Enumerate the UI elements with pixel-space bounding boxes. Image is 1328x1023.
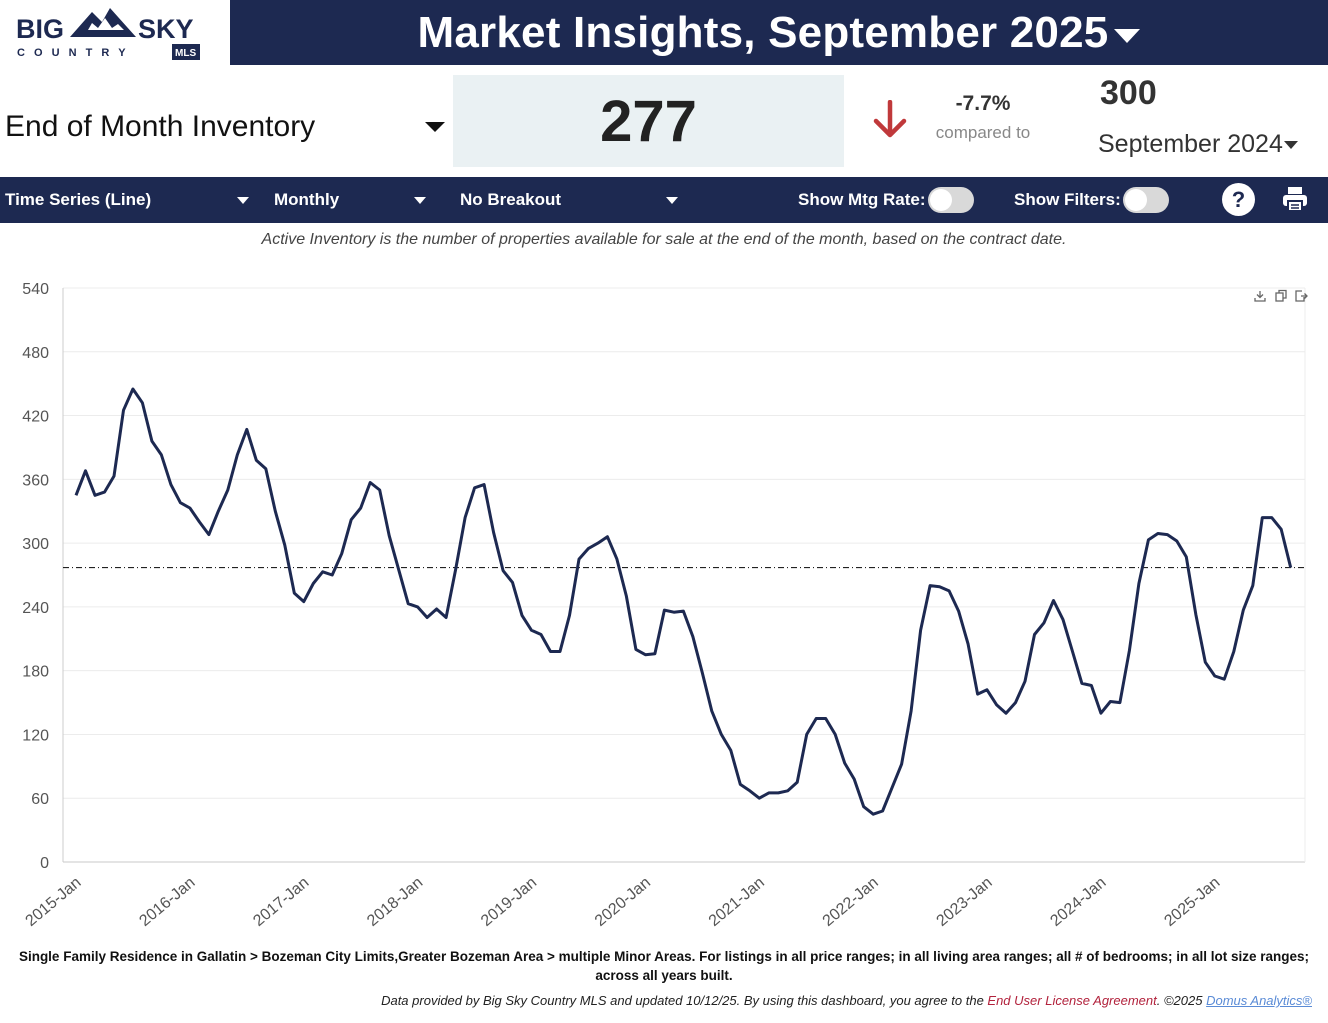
y-tick-label: 120 — [22, 727, 49, 744]
logo-big-text: BIG — [16, 14, 64, 44]
metric-dropdown[interactable]: End of Month Inventory — [5, 106, 445, 148]
percent-change: -7.7% — [955, 92, 1011, 115]
down-arrow-icon — [873, 100, 907, 138]
brand-logo: BIG SKY C O U N T R Y MLS — [0, 0, 230, 65]
export-icon[interactable] — [1295, 290, 1308, 302]
frequency-caret-icon[interactable] — [414, 197, 426, 204]
inventory-series-line — [74, 387, 1293, 816]
mtg-rate-toggle[interactable] — [928, 187, 974, 213]
logo-mls-badge: MLS — [175, 48, 196, 59]
footer-text: Data provided by Big Sky Country MLS and… — [381, 993, 988, 1008]
x-tick-label: 2021-Jan — [706, 874, 768, 930]
help-button[interactable]: ? — [1222, 183, 1255, 216]
show-mtg-rate-label: Show Mtg Rate: — [798, 190, 926, 209]
y-tick-label: 240 — [22, 600, 49, 617]
breakout-label: No Breakout — [460, 190, 562, 209]
breakout-dropdown[interactable]: No Breakout — [460, 177, 685, 223]
frequency-label: Monthly — [274, 190, 340, 209]
compared-to-label: compared to — [935, 123, 1031, 142]
chart-type-label: Time Series (Line) — [5, 190, 152, 209]
y-tick-label: 180 — [22, 664, 49, 681]
footer: Data provided by Big Sky Country MLS and… — [0, 993, 1312, 1008]
x-tick-label: 2022-Jan — [820, 874, 882, 930]
show-filters-label: Show Filters: — [1014, 190, 1121, 209]
eula-link[interactable]: End User License Agreement — [987, 993, 1157, 1008]
y-tick-label: 360 — [22, 472, 49, 489]
chart-tools — [1254, 289, 1308, 302]
x-tick-label: 2024-Jan — [1047, 874, 1109, 930]
x-tick-label: 2025-Jan — [1161, 874, 1223, 930]
chart-toolbar: Time Series (Line) Monthly No Breakout S… — [0, 177, 1328, 223]
print-icon[interactable] — [1281, 185, 1309, 213]
filter-summary: Single Family Residence in Gallatin > Bo… — [18, 949, 1310, 983]
page-title: Market Insights, September 2025 — [417, 7, 1109, 57]
prior-period-caret-icon[interactable] — [1284, 141, 1298, 149]
chart-gridlines — [62, 287, 1306, 863]
y-tick-label: 480 — [22, 345, 49, 362]
domus-analytics-link[interactable]: Domus Analytics® — [1206, 993, 1312, 1008]
y-tick-label: 60 — [31, 791, 49, 808]
breakout-caret-icon[interactable] — [666, 197, 678, 204]
metric-description: Active Inventory is the number of proper… — [261, 231, 1067, 248]
download-icon[interactable] — [1254, 291, 1266, 302]
x-tick-label: 2015-Jan — [23, 874, 85, 930]
copy-icon[interactable] — [1275, 289, 1287, 302]
y-tick-label: 420 — [22, 409, 49, 426]
title-dropdown-caret-icon[interactable] — [1114, 28, 1141, 43]
y-tick-label: 300 — [22, 536, 49, 553]
x-tick-label: 2020-Jan — [592, 874, 654, 930]
x-axis-ticks: 2015-Jan 2016-Jan 2017-Jan 2018-Jan 2019-Jan… — [23, 874, 1224, 930]
metric-caret-icon[interactable] — [425, 122, 445, 132]
prior-period-dropdown[interactable]: September 2024 — [1098, 130, 1283, 158]
title-bar[interactable]: Market Insights, September 2025 — [230, 0, 1328, 65]
metric-label: End of Month Inventory — [5, 110, 316, 143]
footer-copyright: . ©2025 — [1156, 993, 1207, 1008]
y-axis-ticks: 0 60 120 180 240 300 360 420 480 540 — [22, 281, 49, 872]
x-tick-label: 2016-Jan — [136, 874, 198, 930]
x-tick-label: 2019-Jan — [478, 874, 540, 930]
chart-type-caret-icon[interactable] — [237, 197, 249, 204]
frequency-dropdown[interactable]: Monthly — [274, 177, 434, 223]
current-value-box: 277 — [453, 75, 844, 167]
mountain-logo-icon: BIG SKY C O U N T R Y MLS — [16, 8, 200, 60]
logo-sky-text: SKY — [138, 14, 194, 44]
y-tick-label: 0 — [40, 855, 49, 872]
logo-country-text: C O U N T R Y — [17, 47, 129, 59]
current-value: 277 — [600, 88, 697, 154]
inventory-line-chart: 0 60 120 180 240 300 360 420 480 540 2015-Jan 2016… — [22, 281, 1308, 930]
x-tick-label: 2017-Jan — [250, 874, 312, 930]
x-tick-label: 2018-Jan — [364, 874, 426, 930]
x-tick-label: 2023-Jan — [934, 874, 996, 930]
prior-value: 300 — [1100, 74, 1157, 112]
filters-toggle[interactable] — [1123, 187, 1169, 213]
y-tick-label: 540 — [22, 281, 49, 298]
chart-type-dropdown[interactable]: Time Series (Line) — [5, 177, 255, 223]
